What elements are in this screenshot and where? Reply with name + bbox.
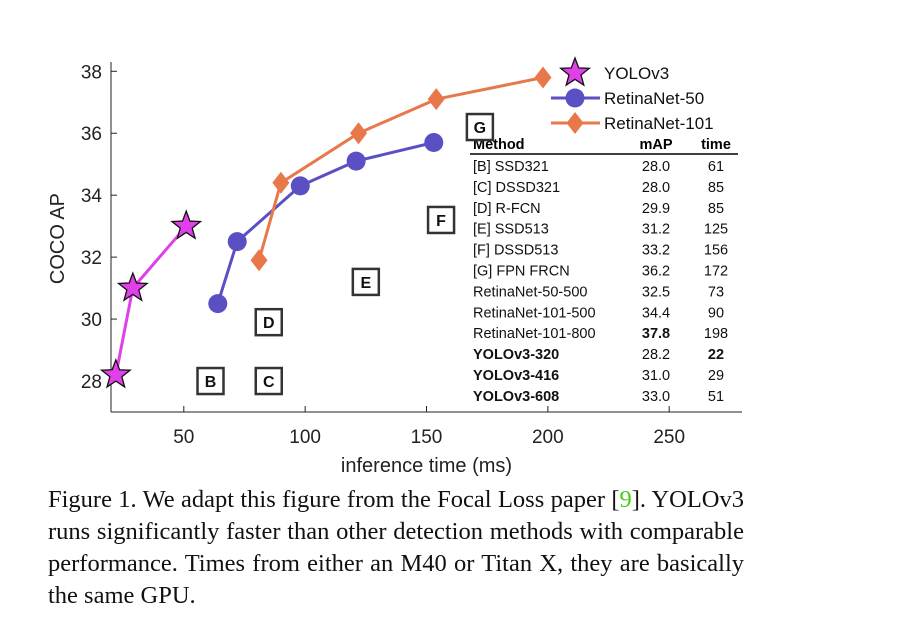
table-cell-time: 85 — [708, 180, 724, 196]
table-cell-method: [B] SSD321 — [473, 159, 549, 175]
table-cell-map: 33.2 — [642, 243, 670, 259]
data-series — [99, 66, 552, 389]
method-box-e — [351, 267, 381, 297]
legend-label: YOLOv3 — [604, 64, 669, 83]
data-point-circle — [208, 294, 228, 314]
table-cell-method: YOLOv3-320 — [473, 347, 559, 363]
table-cell-map: 33.0 — [642, 389, 670, 405]
method-box-g — [465, 112, 495, 142]
data-point-diamond — [534, 66, 552, 89]
table-cell-time: 85 — [708, 201, 724, 217]
legend-label: RetinaNet-50 — [604, 89, 704, 108]
series-line-yolov3 — [114, 225, 188, 376]
table-cell-method: [E] SSD513 — [473, 222, 549, 238]
method-box-label: F — [436, 213, 446, 230]
data-point-diamond — [427, 88, 445, 111]
table-cell-map: 31.2 — [642, 222, 670, 238]
method-box-c — [254, 366, 283, 396]
table-cell-map: 32.5 — [642, 284, 670, 300]
method-annotations: B C D E F G — [196, 112, 495, 396]
table-cell-time: 172 — [704, 264, 728, 280]
method-table: Method mAP time[B] SSD321 28.0 61[C] DSSD321… — [470, 137, 738, 405]
table-cell-map: 31.0 — [642, 368, 670, 384]
table-cell-map: 36.2 — [642, 264, 670, 280]
table-cell-map: 28.2 — [642, 347, 670, 363]
table-cell-time: 198 — [704, 326, 728, 342]
method-box-label: C — [263, 374, 275, 391]
x-tick-label: 200 — [532, 427, 564, 448]
x-tick-label: 50 — [173, 427, 194, 448]
table-cell-method: [D] R-FCN — [473, 201, 541, 217]
table-cell-map: 28.0 — [642, 180, 670, 196]
table-cell-method: RetinaNet-101-500 — [473, 305, 596, 321]
data-point-star — [170, 209, 203, 240]
table-cell-time: 29 — [708, 368, 724, 384]
y-tick-label: 38 — [81, 62, 102, 83]
method-box-label: B — [205, 374, 217, 391]
table-cell-method: RetinaNet-50-500 — [473, 284, 587, 300]
table-cell-map: 29.9 — [642, 201, 670, 217]
x-axis-label: inference time (ms) — [341, 455, 512, 477]
series-line-retinanet-50 — [216, 141, 435, 305]
table-cell-map: 28.0 — [642, 159, 670, 175]
method-box-label: G — [474, 120, 486, 137]
legend-marker-circle — [565, 88, 585, 108]
method-box-label: D — [263, 315, 275, 332]
data-point-star — [116, 271, 149, 302]
table-cell-time: 22 — [708, 347, 724, 363]
table-cell-time: 156 — [704, 243, 728, 259]
table-cell-time: 51 — [708, 389, 724, 405]
data-point-star — [99, 357, 132, 389]
y-tick-label: 36 — [81, 124, 102, 145]
x-tick-label: 100 — [289, 427, 321, 448]
method-box-b — [196, 366, 225, 396]
table-cell-map: 37.8 — [642, 326, 670, 342]
y-axis-label: COCO AP — [47, 193, 69, 284]
table-header-time: time — [701, 137, 731, 153]
data-point-circle — [346, 151, 366, 171]
y-tick-label: 28 — [81, 372, 102, 393]
table-cell-map: 34.4 — [642, 305, 670, 321]
data-point-circle — [290, 176, 310, 196]
data-point-diamond — [350, 122, 368, 145]
caption-reference-link[interactable]: 9 — [619, 486, 632, 513]
x-tick-label: 250 — [653, 427, 685, 448]
data-point-circle — [227, 232, 247, 252]
data-point-diamond — [272, 171, 290, 194]
table-header-map: mAP — [639, 137, 672, 153]
table-cell-time: 125 — [704, 222, 728, 238]
table-cell-method: [F] DSSD513 — [473, 243, 558, 259]
table-cell-time: 90 — [708, 305, 724, 321]
caption-suffix: ]. YOLOv3 runs significantly faster than… — [48, 486, 744, 609]
x-tick-label: 150 — [411, 427, 443, 448]
table-cell-method: YOLOv3-416 — [473, 368, 559, 384]
table-cell-time: 73 — [708, 284, 724, 300]
legend-marker-star — [558, 56, 592, 87]
y-tick-label: 30 — [81, 310, 102, 331]
table-cell-method: YOLOv3-608 — [473, 389, 559, 405]
legend-label: RetinaNet-101 — [604, 114, 714, 133]
legend: YOLOv3 RetinaNet-50 RetinaNet-101 — [551, 56, 714, 134]
table-cell-method: [C] DSSD321 — [473, 180, 560, 196]
method-box-d — [254, 307, 283, 337]
method-box-f — [426, 205, 456, 235]
legend-marker-diamond — [566, 112, 584, 134]
table-cell-time: 61 — [708, 159, 724, 175]
figure-caption: Figure 1. We adapt this figure from the … — [48, 484, 744, 612]
axes: 50 100 150 200 250 28 30 32 34 36 38 — [81, 62, 742, 448]
caption-prefix: Figure 1. We adapt this figure from the … — [48, 486, 620, 513]
y-tick-label: 34 — [81, 186, 103, 207]
y-tick-label: 32 — [81, 248, 102, 269]
table-cell-method: RetinaNet-101-800 — [473, 326, 596, 342]
table-cell-method: [G] FPN FRCN — [473, 264, 570, 280]
method-box-label: E — [360, 275, 371, 292]
data-point-diamond — [250, 249, 268, 272]
data-point-circle — [424, 133, 444, 153]
